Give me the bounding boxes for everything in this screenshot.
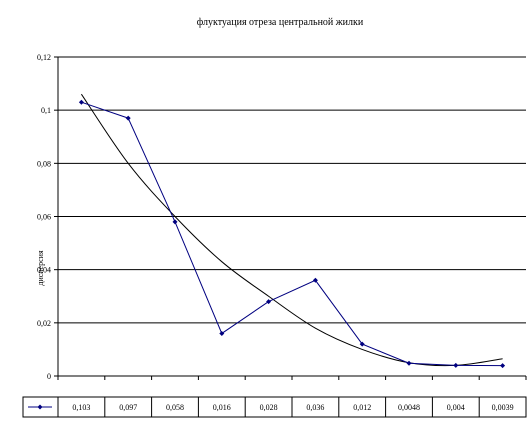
y-axis-label: дисперсия [36,250,45,286]
data-table: 0,103 0,097 0,058 0,016 0,028 0,036 0,012 0,004… [22,396,527,418]
table-legend-key-marker [37,404,43,410]
data-point [359,341,365,347]
y-tick-label: 0 [47,372,51,381]
table-cell-value: 0,0048 [398,403,420,412]
grid-lines [58,56,526,324]
y-axis-ticks: 0 0,02 0,04 0,06 0,08 0,1 0,12 [37,53,58,381]
y-tick-label: 0,12 [37,53,51,62]
y-tick-label: 0,02 [37,319,51,328]
data-point [266,299,272,305]
data-point [172,219,178,225]
data-point [78,99,84,105]
trendline-path [80,93,503,367]
axes [57,57,527,380]
table-cell-value: 0,004 [447,403,465,412]
data-point [312,277,318,283]
data-series [78,99,506,369]
data-point [453,362,459,368]
series-line [81,101,503,367]
y-tick-label: 0,06 [37,213,51,222]
y-tick-label: 0,08 [37,159,51,168]
trendline [80,93,503,367]
table-cell-value: 0,036 [306,403,324,412]
data-point [125,115,131,121]
chart-title: флуктуация отреза центральной жилки [197,17,364,28]
y-tick-label: 0,04 [37,266,51,275]
table-cell-value: 0,103 [72,403,90,412]
table-cell-value: 0,012 [353,403,371,412]
table-border [22,396,527,418]
table-cell-value: 0,028 [260,403,278,412]
table-cell-value: 0,016 [213,403,231,412]
y-tick-label: 0,1 [41,106,51,115]
data-point [219,330,225,336]
data-point [500,363,506,369]
table-cell-value: 0,058 [166,403,184,412]
data-point [406,360,412,366]
table-cell-value: 0,0039 [492,403,514,412]
table-cell-value: 0,097 [119,403,137,412]
